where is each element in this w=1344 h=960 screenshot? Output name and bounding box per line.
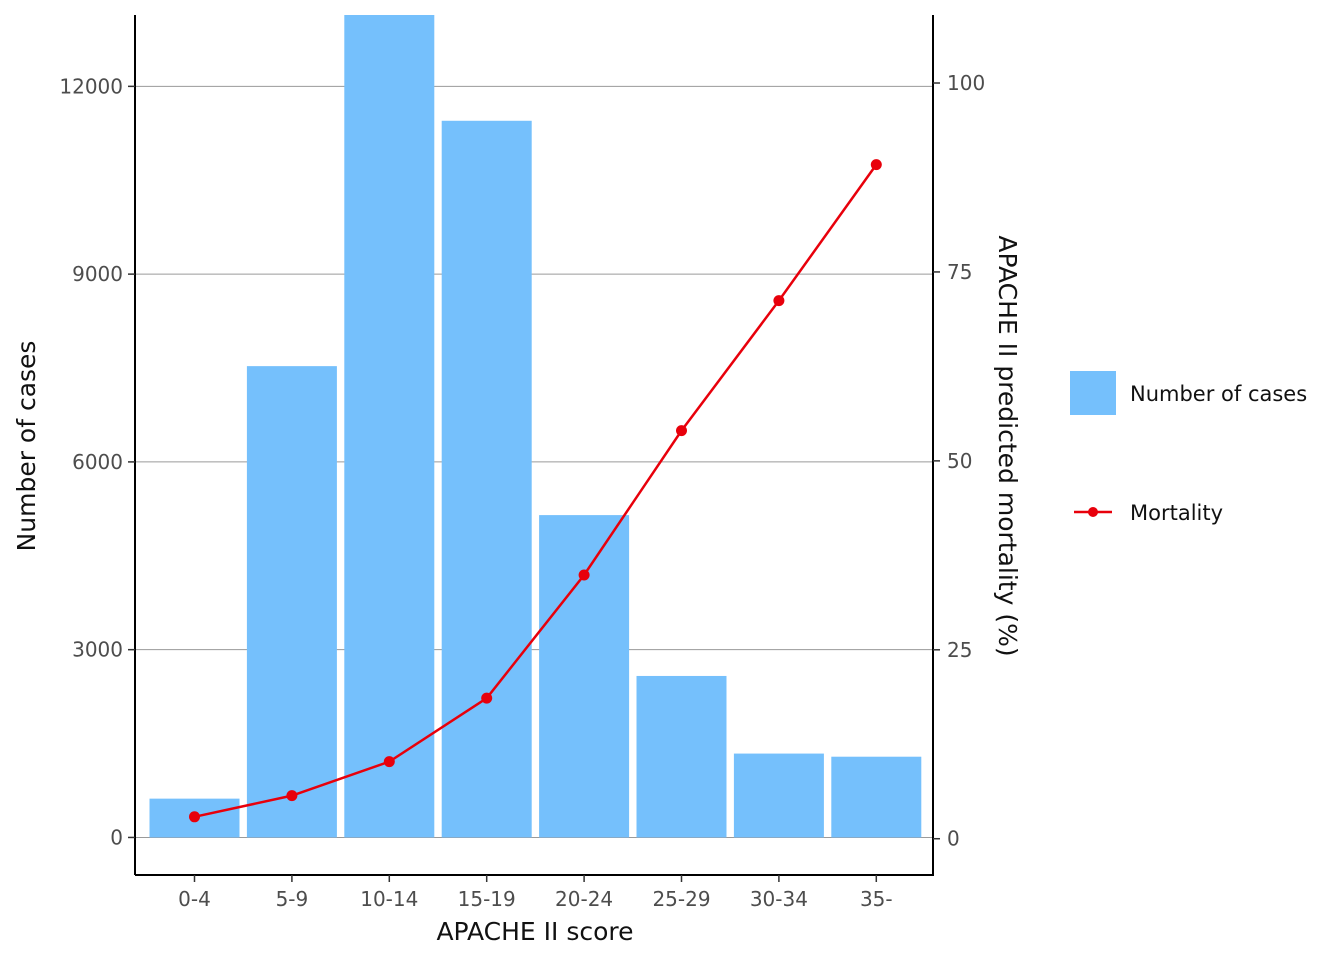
mortality-point (481, 692, 493, 704)
y-tick-label: 0 (110, 825, 123, 849)
mortality-point (286, 790, 298, 802)
legend-label-mortality: Mortality (1130, 501, 1223, 525)
mortality-line-layer (189, 159, 882, 823)
x-tick-label: 35- (860, 887, 893, 911)
bar (344, 15, 435, 838)
axes: 0 3000 6000 9000 12000 0 25 50 75 100 0-4 5-9 10-14 1… (59, 15, 985, 911)
mortality-point (676, 425, 687, 437)
x-tick-label: 5-9 (276, 887, 309, 911)
x-tick-label: 10-14 (360, 887, 418, 911)
bar (539, 515, 630, 838)
mortality-point (383, 756, 395, 768)
y-tick-label: 6000 (72, 450, 123, 474)
y2-tick-label: 75 (947, 260, 972, 284)
y2-tick-label: 50 (947, 449, 972, 473)
legend-key-number-of-cases (1070, 371, 1116, 415)
mortality-point (870, 159, 882, 171)
y-tick-label: 12000 (59, 74, 123, 98)
mortality-point (189, 811, 200, 823)
bar (636, 675, 727, 838)
y-tick-label: 9000 (72, 262, 123, 286)
y2-axis-title: APACHE II predicted mortality (%) (993, 235, 1022, 656)
bar (246, 366, 337, 838)
y2-tick-label: 25 (947, 638, 972, 662)
bars (149, 15, 922, 838)
x-tick-label: 15-19 (458, 887, 516, 911)
mortality-point (773, 295, 785, 307)
x-tick-label: 20-24 (555, 887, 613, 911)
y-axis-title: Number of cases (12, 341, 41, 552)
bar (831, 756, 922, 838)
legend-key-mortality-point (1088, 507, 1098, 517)
x-tick-label: 30-34 (750, 887, 808, 911)
x-axis-title: APACHE II score (436, 917, 633, 946)
y2-tick-label: 0 (947, 827, 960, 851)
x-tick-label: 25-29 (652, 887, 710, 911)
legend: Number of cases Mortality (1070, 371, 1307, 525)
y2-tick-label: 100 (947, 71, 985, 95)
mortality-point (578, 569, 590, 581)
bar (733, 753, 824, 838)
bar (441, 120, 532, 838)
y-tick-label: 3000 (72, 638, 123, 662)
mortality-line (194, 163, 878, 819)
legend-label-number-of-cases: Number of cases (1130, 382, 1307, 406)
x-tick-label: 0-4 (178, 887, 211, 911)
